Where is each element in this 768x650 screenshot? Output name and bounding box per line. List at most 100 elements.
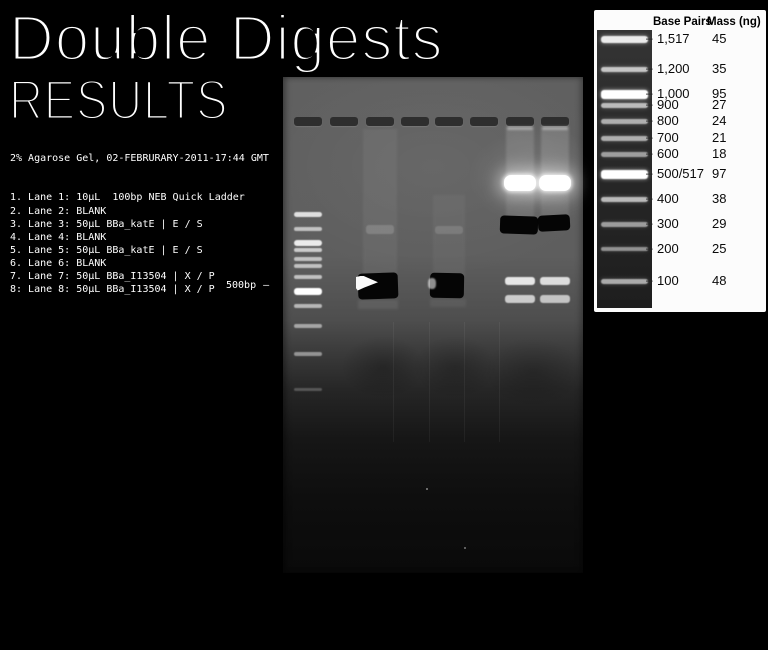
ladder-tick: – [646,241,653,255]
gel-band [294,304,322,308]
gel-notes-line-4: 4. Lane 4: BLANK [10,231,107,243]
gel-well [435,116,463,126]
gel-sliver [428,277,436,289]
gel-well [401,116,429,126]
ladder-band-100 [601,278,648,284]
ladder-bp-value: 700 [657,130,679,145]
gel-col [358,299,398,309]
gel-col [506,191,534,219]
gel-band [505,295,535,303]
ladder-mass-value: 95 [712,86,727,101]
gel-artifact [429,322,430,442]
gel-band [435,226,463,234]
ladder-bp-value: 200 [657,241,679,256]
ladder-band-300 [601,221,648,227]
gel-well [541,116,569,126]
ladder-mass-value: 29 [712,216,727,231]
gel-band [294,240,322,246]
gel-artifact [393,322,394,442]
gel-notes-lines: 1. Lane 1: 10µL 100bp NEB Quick Ladder 2.… [10,191,269,296]
gel-notes-line-2: 2. Lane 2: BLANK [10,205,107,217]
ladder-tick: – [646,273,653,287]
gel-cutout [499,215,539,235]
ladder-band-900 [601,102,648,108]
gel-cutout [537,214,571,232]
gel-well [330,116,358,126]
gel-lane-7 [499,77,539,573]
ladder-tick: – [646,166,653,180]
ladder-mass-value: 97 [712,166,727,181]
band-size-label: 500bp [226,280,257,291]
ladder-band-1-000 [601,89,648,99]
gel-col [506,126,534,176]
ladder-tick: – [646,130,653,144]
ladder-lane-image [597,30,652,308]
ladder-bp-value: 100 [657,273,679,288]
gel-photo [283,77,583,573]
ladder-mass-value: 38 [712,191,727,206]
column-header-base-pairs: Base Pairs [653,16,712,28]
ladder-mass-value: 27 [712,97,727,112]
ladder-mass-value: 45 [712,31,727,46]
ladder-tick: – [646,146,653,160]
ladder-mass-value: 35 [712,61,727,76]
gel-notes-header: 2% Agarose Gel, 02-FEBRURARY-2011-17:44 … [10,153,269,165]
ladder-band-800 [601,118,648,124]
ladder-band-200 [601,247,648,251]
gel-band [294,257,322,261]
gel-well [366,116,394,126]
gel-notes-line-5: 5. Lane 5: 50µL BBa_katE | E / S [10,244,203,256]
ladder-reference-panel: Base Pairs Mass (ng) –1,517 45–1,200 35–1,… [594,10,766,312]
gel-band [294,287,322,295]
gel-notes-line-8: 8: Lane 8: 50µL BBa_I13504 | X / P [10,284,215,296]
ladder-bp-value: 1,000 [657,86,690,101]
ladder-mass-value: 48 [712,273,727,288]
ladder-bp-value: 400 [657,191,679,206]
ladder-bp-value: 800 [657,113,679,128]
gel-artifact [464,322,465,442]
ladder-tick: – [646,216,653,230]
ladder-mass-value: 18 [712,146,727,161]
gel-col [430,299,466,307]
ladder-tick: – [646,61,653,75]
gel-bright [539,175,571,191]
gel-notes: 2% Agarose Gel, 02-FEBRURARY-2011-17:44 … [10,126,269,322]
gel-lane-4 [399,77,431,573]
ladder-band-400 [601,196,648,202]
ladder-mass-value: 25 [712,241,727,256]
gel-band [294,211,322,217]
gel-lane-8 [537,77,571,573]
page-title: Double Digests [8,2,444,74]
ladder-bp-value: 600 [657,146,679,161]
band-size-pointer-dash: — [263,280,270,291]
gel-artifact [426,488,428,490]
ladder-bp-value: 500/517 [657,166,704,181]
gel-notes-line-1: 1. Lane 1: 10µL 100bp NEB Quick Ladder [10,192,245,204]
ladder-tick: – [646,31,653,45]
gel-artifact [464,547,466,549]
gel-band [294,352,322,356]
gel-artifact [499,322,500,442]
gel-lane-3 [356,77,399,573]
gel-well [506,116,534,126]
ladder-bp-value: 1,200 [657,61,690,76]
gel-band [294,248,322,252]
ladder-mass-value: 24 [712,113,727,128]
gel-band [294,387,322,391]
gel-notes-line-7: 7. Lane 7: 50µL BBa_I13504 | X / P [10,271,215,283]
column-header-mass-ng: Mass (ng) [707,16,761,28]
gel-lane-1 [292,77,324,573]
gel-notes-line-6: 6. Lane 6: BLANK [10,257,107,269]
ladder-bp-value: 1,517 [657,31,690,46]
ladder-band-1-200 [601,66,648,72]
ladder-mass-value: 21 [712,130,727,145]
ladder-tick: – [646,86,653,100]
ladder-band-1-517 [601,35,648,43]
ladder-tick: – [646,113,653,127]
ladder-band-600 [601,151,648,157]
gel-edge [542,126,568,130]
gel-col [541,192,569,218]
gel-band [540,295,570,303]
gel-band [505,277,535,285]
